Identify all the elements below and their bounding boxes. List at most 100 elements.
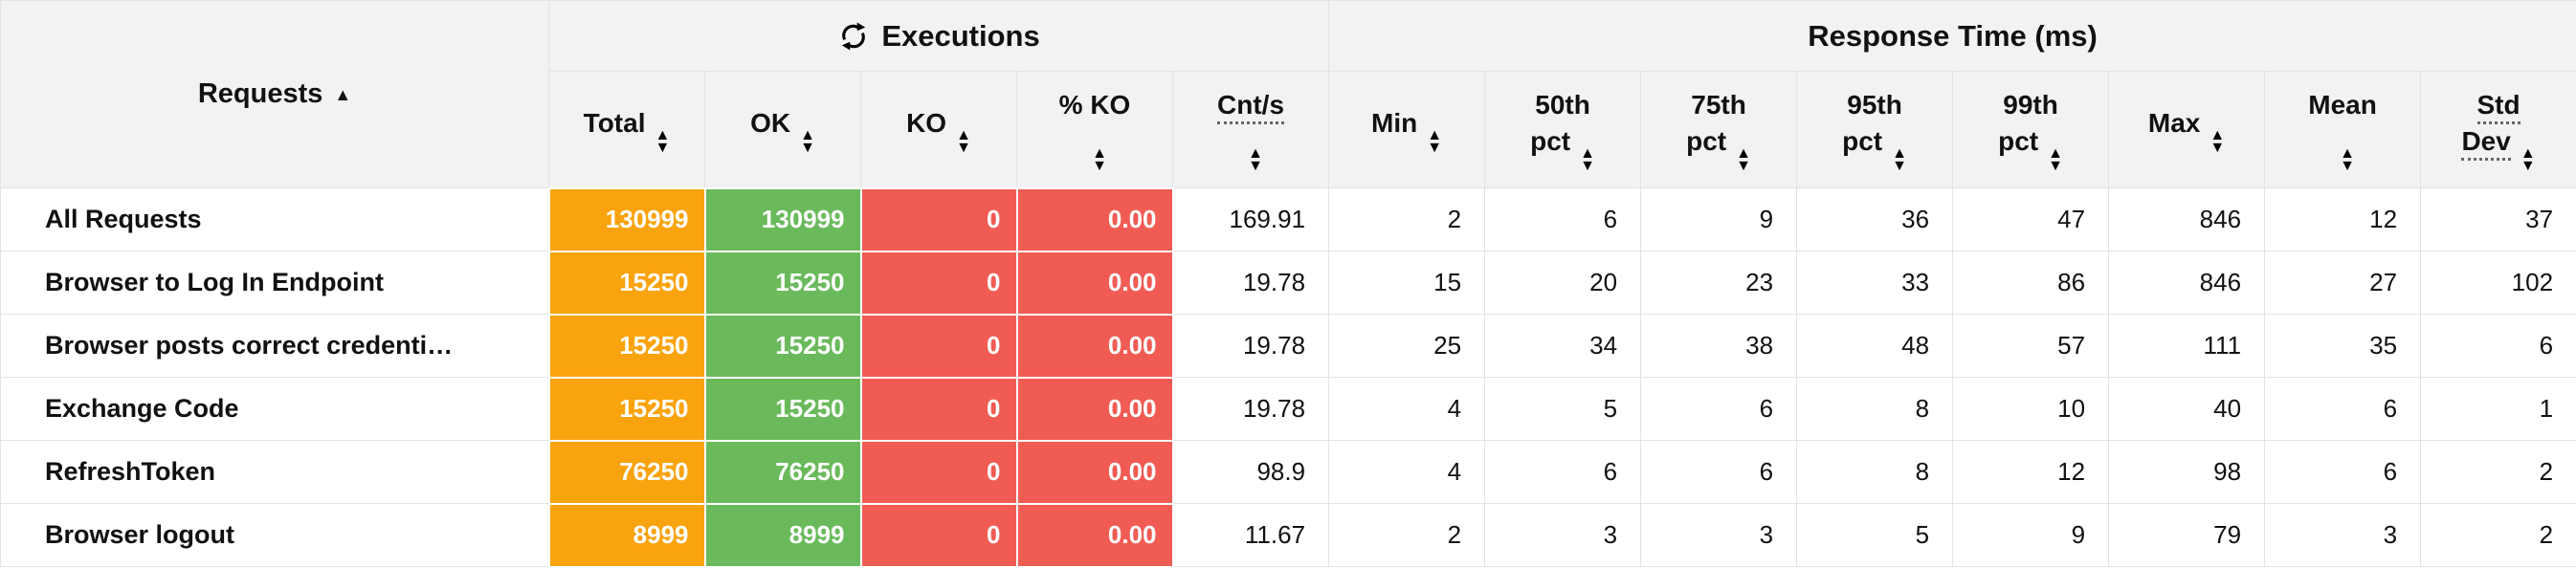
sort-icon[interactable]: ▲▼ [1427,129,1442,154]
mean-cell: 6 [2265,378,2421,441]
sort-icon[interactable]: ▲▼ [1580,147,1595,172]
std-dev-cell: 1 [2421,378,2576,441]
table-row: Browser logout 8999 8999 0 0.00 11.67 2 … [1,504,2576,567]
ko-cell: 0 [861,315,1017,378]
std-dev-header-label-line1: Std [2477,90,2520,124]
ko-column-header[interactable]: KO ▲▼ [861,72,1017,188]
pct-ko-cell: 0.00 [1017,378,1173,441]
p75-cell: 38 [1641,315,1797,378]
total-cell: 8999 [549,504,705,567]
requests-cell: Exchange Code [1,378,549,441]
total-cell: 15250 [549,251,705,315]
p95-cell: 36 [1797,188,1953,251]
p99-column-header[interactable]: 99th pct ▲▼ [1953,72,2109,188]
response-time-group-label: Response Time (ms) [1808,19,2098,53]
ok-column-header[interactable]: OK ▲▼ [705,72,861,188]
executions-group-header: Executions [549,1,1329,72]
std-dev-cell: 6 [2421,315,2576,378]
ok-cell: 130999 [705,188,861,251]
p99-cell: 57 [1953,315,2109,378]
std-dev-header-label-line2: Dev [2461,126,2510,161]
p75-header-label-line2: pct [1686,126,1726,156]
requests-cell: All Requests [1,188,549,251]
cnt-per-sec-cell: 169.91 [1173,188,1329,251]
total-header-label: Total [584,108,646,138]
max-column-header[interactable]: Max▲▼ [2109,72,2265,188]
total-cell: 15250 [549,378,705,441]
requests-cell: Browser logout [1,504,549,567]
std-dev-cell: 37 [2421,188,2576,251]
std-dev-cell: 102 [2421,251,2576,315]
p95-header-label-line2: pct [1842,126,1882,156]
p95-cell: 48 [1797,315,1953,378]
requests-column-header[interactable]: Requests ▲ [1,1,549,188]
min-cell: 15 [1329,251,1485,315]
sort-icon[interactable]: ▲▼ [956,129,971,154]
total-cell: 15250 [549,315,705,378]
p75-header-label-line1: 75th [1691,90,1746,120]
ko-cell: 0 [861,378,1017,441]
ko-cell: 0 [861,251,1017,315]
ok-header-label: OK [750,108,790,138]
p95-header-label-line1: 95th [1847,90,1902,120]
max-cell: 846 [2109,251,2265,315]
p99-header-label-line1: 99th [2003,90,2058,120]
max-cell: 98 [2109,441,2265,504]
min-cell: 2 [1329,188,1485,251]
p99-header-label-line2: pct [1998,126,2038,156]
std-dev-cell: 2 [2421,504,2576,567]
cnt-per-sec-cell: 19.78 [1173,378,1329,441]
sort-icon[interactable]: ▲▼ [800,129,815,154]
p50-cell: 5 [1485,378,1641,441]
table-row: RefreshToken 76250 76250 0 0.00 98.9 4 6… [1,441,2576,504]
p95-cell: 33 [1797,251,1953,315]
sort-icon[interactable]: ▲▼ [1892,147,1907,172]
p75-column-header[interactable]: 75th pct ▲▼ [1641,72,1797,188]
mean-cell: 12 [2265,188,2421,251]
p50-cell: 20 [1485,251,1641,315]
sort-icon[interactable]: ▲▼ [1736,147,1751,172]
requests-cell: Browser to Log In Endpoint [1,251,549,315]
sort-icon[interactable]: ▲▼ [2210,129,2225,154]
std-dev-column-header[interactable]: Std Dev ▲▼ [2421,72,2576,188]
p75-cell: 6 [1641,378,1797,441]
ok-cell: 76250 [705,441,861,504]
sort-icon[interactable]: ▲▼ [2048,147,2063,172]
p75-cell: 3 [1641,504,1797,567]
p50-header-label-line2: pct [1530,126,1570,156]
p95-cell: 8 [1797,441,1953,504]
max-cell: 79 [2109,504,2265,567]
table-row: Browser posts correct credenti… 15250 15… [1,315,2576,378]
min-column-header[interactable]: Min▲▼ [1329,72,1485,188]
requests-header-label: Requests [198,78,323,109]
p50-column-header[interactable]: 50th pct▲▼ [1485,72,1641,188]
sort-icon[interactable]: ▲▼ [1092,147,1107,172]
pct-ko-cell: 0.00 [1017,441,1173,504]
sort-icon[interactable]: ▲▼ [2340,147,2355,172]
mean-column-header[interactable]: Mean ▲▼ [2265,72,2421,188]
sort-icon[interactable]: ▲▼ [2520,147,2536,172]
p99-cell: 47 [1953,188,2109,251]
ko-header-label: KO [906,108,946,138]
total-cell: 76250 [549,441,705,504]
pct-ko-column-header[interactable]: % KO ▲▼ [1017,72,1173,188]
ok-cell: 8999 [705,504,861,567]
max-cell: 846 [2109,188,2265,251]
p95-cell: 8 [1797,378,1953,441]
cnt-per-sec-cell: 19.78 [1173,251,1329,315]
ko-cell: 0 [861,188,1017,251]
p50-cell: 3 [1485,504,1641,567]
cnt-per-sec-column-header[interactable]: Cnt/s ▲▼ [1173,72,1329,188]
sort-icon[interactable]: ▲▼ [1248,147,1263,172]
p95-column-header[interactable]: 95th pct ▲▼ [1797,72,1953,188]
mean-header-label: Mean [2308,90,2377,120]
cnt-per-sec-cell: 11.67 [1173,504,1329,567]
total-column-header[interactable]: Total ▲▼ [549,72,705,188]
p99-cell: 12 [1953,441,2109,504]
sort-icon[interactable]: ▲▼ [655,129,670,154]
min-cell: 25 [1329,315,1485,378]
sort-ascending-icon[interactable]: ▲ [334,85,351,104]
max-cell: 111 [2109,315,2265,378]
ok-cell: 15250 [705,251,861,315]
p99-cell: 86 [1953,251,2109,315]
